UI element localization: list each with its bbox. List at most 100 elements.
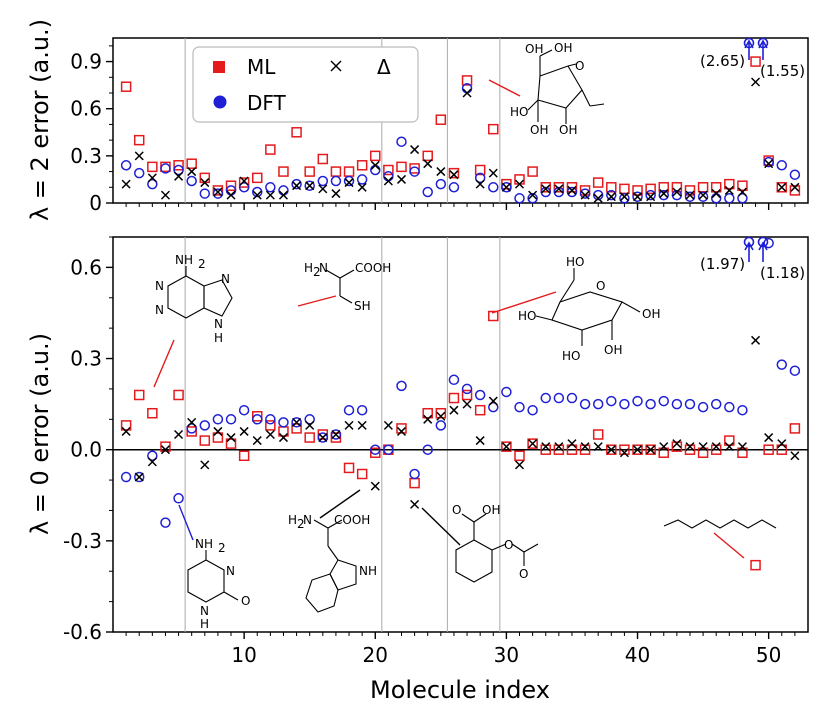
bottom-delta-point-20	[370, 481, 380, 491]
cysteine-structure	[297, 269, 355, 307]
bottom-delta-point-3	[147, 457, 157, 467]
top-delta-point-6	[187, 167, 197, 177]
bottom-delta-point-1	[121, 426, 131, 436]
top-dft-point-32	[527, 193, 538, 204]
top-ml-point-39	[619, 183, 630, 195]
bottom-dft-point-48	[737, 404, 748, 416]
top-delta-point-33	[541, 184, 551, 194]
top-y-axis-label: λ = 2 error (a.u.)	[26, 19, 54, 221]
top-ml-point-52	[789, 185, 801, 196]
bottom-delta-point-51-b	[777, 439, 787, 449]
bottom-ml-point-38	[606, 444, 617, 455]
top-ml-point-14	[291, 127, 302, 138]
bottom-delta-point-49-b	[751, 335, 761, 345]
top-dft-point-38	[606, 189, 617, 201]
adenine-structure	[153, 266, 233, 388]
top-delta-point-3	[147, 173, 157, 183]
bottom-dft-point-23	[409, 468, 420, 480]
aspirin-labels: O OH O O	[452, 503, 528, 581]
bottom-delta-point-29	[488, 396, 498, 406]
top-delta-point-43-b	[672, 187, 682, 197]
adenine-label-n1: N	[155, 279, 164, 293]
top-delta-point-40-b	[632, 192, 643, 202]
top-delta-point-43	[672, 187, 682, 197]
top-delta-point-23	[410, 145, 420, 155]
top-delta-point-38	[606, 192, 616, 202]
top-ml-point-6	[186, 158, 197, 169]
top-delta-point-19-b	[357, 182, 367, 192]
bottom-dft-point-4	[160, 517, 171, 528]
bottom-delta-point-35-b	[567, 439, 577, 449]
top-ml-point-29	[488, 123, 499, 135]
bottom-dft-point-20	[370, 444, 381, 455]
top-delta-point-46	[711, 189, 721, 199]
bottom-delta-point-30-b	[501, 442, 511, 452]
bottom-delta-point-25-b	[436, 411, 446, 421]
top-ml-point-15	[304, 166, 315, 177]
top-delta-point-40	[632, 192, 643, 202]
cytosine-label-n2: N	[200, 604, 209, 618]
top-dft-point-22	[396, 136, 407, 147]
top-delta-point-8-b	[213, 187, 223, 197]
bottom-ml-point-42	[658, 447, 670, 458]
bottom-offscale-annotations: (1.97) (1.18)	[700, 236, 805, 282]
top-ml-point-47	[724, 178, 735, 190]
top-panel: 0 0.3 0.6 0.9 λ = 2 error (a.u.) ML Δ DFT	[26, 19, 809, 221]
cytosine-label-nh: NH	[195, 537, 213, 551]
top-delta-point-8	[213, 187, 223, 197]
bottom-ml-point-16	[317, 429, 329, 440]
top-dft-point-24	[422, 186, 433, 198]
top-ml-point-28	[474, 164, 486, 176]
bottom-dft-point-34	[553, 392, 565, 404]
bottom-dft-point-1	[120, 471, 132, 483]
top-ml-point-35	[566, 182, 578, 193]
bottom-delta-point-14	[292, 417, 302, 427]
top-delta-point-51-b	[777, 182, 787, 192]
legend-dft-marker	[213, 95, 227, 109]
bottom-delta-point-10	[239, 426, 249, 436]
tryptophan-structure	[305, 489, 361, 613]
bottom-xtick-label-0: 10	[231, 643, 256, 667]
fructose-structure	[488, 49, 605, 124]
top-ml-point-38	[606, 182, 617, 193]
bottom-dft-point-50	[763, 237, 774, 249]
bottom-delta-point-45	[698, 442, 708, 452]
top-delta-point-28-b	[475, 179, 485, 189]
top-delta-point-48-b	[737, 187, 747, 197]
bottom-ml-point-49	[750, 559, 761, 571]
top-points	[120, 56, 801, 204]
top-ytick-label-3: 0.9	[70, 50, 102, 74]
cysteine-labels: H 2 N COOH SH	[304, 261, 391, 313]
top-dft-point-42	[658, 189, 670, 201]
top-delta-point-14	[292, 181, 302, 191]
bottom-ytick-label-0: -0.6	[63, 620, 102, 644]
top-delta-point-50	[764, 159, 774, 169]
top-delta-point-4	[160, 190, 170, 200]
bottom-delta-point-17	[331, 429, 341, 440]
bottom-delta-point-40-b	[632, 445, 643, 455]
top-delta-point-17	[331, 189, 341, 199]
x-axis-label: Molecule index	[370, 676, 550, 704]
top-ml-point-41	[645, 183, 656, 195]
top-dft-point-16	[317, 175, 329, 187]
top-ml-point-13	[278, 166, 289, 177]
top-ml-point-24	[422, 150, 433, 162]
top-dft-point-17	[330, 175, 342, 187]
bottom-dft-point-33	[540, 392, 551, 404]
bottom-delta-point-12	[265, 429, 275, 440]
bottom-delta-point-29-b	[488, 396, 498, 406]
bottom-delta-point-46	[711, 442, 721, 452]
bottom-dft-point-26	[448, 374, 460, 386]
top-delta-point-10	[239, 176, 249, 186]
bottom-delta-point-18	[344, 420, 354, 430]
aspirin-label-o-1: O	[452, 503, 461, 517]
bottom-ml-point-43	[671, 441, 683, 452]
top-dft-point-15	[304, 180, 315, 191]
top-dft-point-12	[265, 182, 276, 193]
top-dft-point-30	[501, 182, 512, 193]
bottom-delta-point-22-b	[396, 426, 407, 436]
top-dft-point-36	[579, 188, 591, 199]
bottom-dft-point-25	[435, 420, 447, 431]
fructose-labels: OH OH O HO OH OH	[510, 41, 584, 137]
bottom-delta-point-19-b	[357, 420, 367, 430]
